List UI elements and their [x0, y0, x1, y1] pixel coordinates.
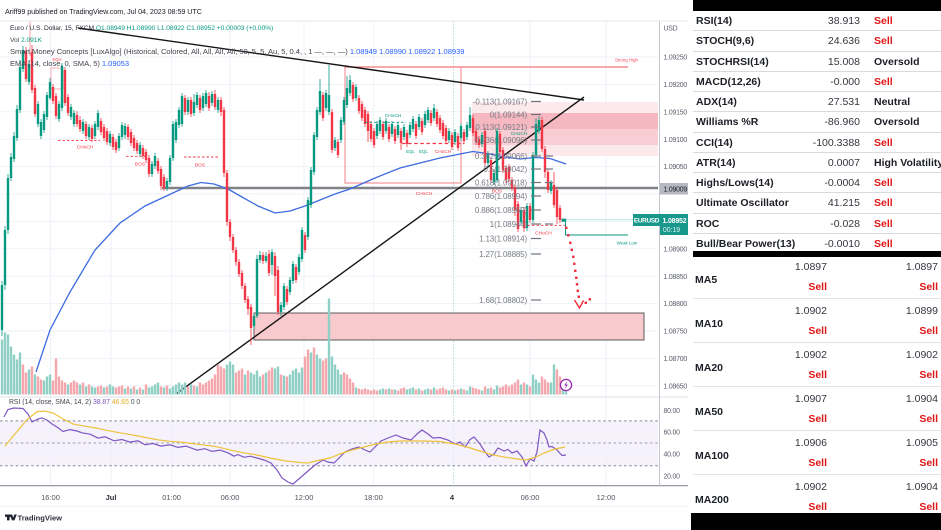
svg-text:0.5(1.09042): 0.5(1.09042) [483, 165, 527, 174]
svg-text:CHoCH: CHoCH [385, 113, 402, 119]
svg-text:01:00: 01:00 [162, 493, 181, 502]
svg-text:BOS: BOS [195, 163, 205, 169]
svg-text:1.13(1.08914): 1.13(1.08914) [479, 235, 527, 244]
svg-text:1.08900: 1.08900 [664, 246, 688, 253]
svg-text:Weak Low: Weak Low [617, 241, 638, 246]
svg-text:16:00: 16:00 [41, 493, 60, 502]
svg-text:CHoCH: CHoCH [416, 191, 433, 197]
svg-text:1(1.08944): 1(1.08944) [490, 220, 528, 229]
svg-text:BOS: BOS [492, 189, 502, 195]
svg-text:1.09150: 1.09150 [664, 109, 688, 116]
svg-text:TradingView: TradingView [18, 514, 63, 523]
svg-text:1.68(1.08802): 1.68(1.08802) [479, 296, 527, 305]
svg-text:12:00: 12:00 [597, 493, 616, 502]
svg-text:CHoCH: CHoCH [77, 145, 94, 151]
svg-text:1.08800: 1.08800 [664, 301, 688, 308]
svg-text:0(1.09144): 0(1.09144) [490, 111, 528, 120]
svg-text:1.08650: 1.08650 [664, 383, 688, 390]
svg-text:0.382(1.09066): 0.382(1.09066) [475, 152, 528, 161]
svg-text:1.09100: 1.09100 [664, 137, 688, 144]
svg-text:-0.113(1.09167): -0.113(1.09167) [473, 98, 528, 107]
svg-text:EQL: EQL [419, 149, 428, 154]
svg-text:USD: USD [664, 26, 678, 33]
svg-text:80.00: 80.00 [664, 408, 681, 415]
svg-text:CHoCH: CHoCH [535, 231, 552, 237]
svg-text:4: 4 [450, 493, 455, 502]
svg-text:0.113(1.09121): 0.113(1.09121) [475, 123, 527, 132]
svg-text:20.00: 20.00 [664, 474, 681, 481]
svg-text:1.08700: 1.08700 [664, 356, 688, 363]
svg-text:1.08952: 1.08952 [663, 218, 687, 225]
svg-text:BOS: BOS [135, 162, 145, 168]
svg-text:0.236(1.09096): 0.236(1.09096) [475, 136, 528, 145]
svg-text:18:00: 18:00 [364, 493, 383, 502]
svg-text:EQH: EQH [52, 57, 61, 62]
svg-text:0.618(1.09018): 0.618(1.09018) [475, 179, 528, 188]
svg-text:EURUSD: EURUSD [634, 218, 660, 225]
svg-text:1.08750: 1.08750 [664, 329, 688, 336]
svg-text:40.00: 40.00 [664, 451, 681, 458]
svg-text:1.09009: 1.09009 [664, 187, 688, 194]
svg-text:06:00: 06:00 [521, 493, 540, 502]
svg-text:0.886(1.08969): 0.886(1.08969) [475, 206, 528, 215]
svg-text:EQL: EQL [406, 149, 415, 154]
svg-text:00:19: 00:19 [663, 227, 680, 234]
svg-text:12:00: 12:00 [295, 493, 314, 502]
svg-text:1.27(1.08885): 1.27(1.08885) [479, 250, 527, 259]
svg-text:06:00: 06:00 [221, 493, 240, 502]
svg-text:1.08850: 1.08850 [664, 274, 688, 281]
svg-text:1.09200: 1.09200 [664, 82, 688, 89]
svg-text:1.09250: 1.09250 [664, 55, 688, 62]
svg-text:CHoCH: CHoCH [435, 149, 452, 155]
svg-text:1.09050: 1.09050 [664, 164, 688, 171]
svg-text:60.00: 60.00 [664, 430, 681, 437]
svg-text:Strong High: Strong High [615, 58, 639, 63]
svg-text:0.786(1.08994): 0.786(1.08994) [475, 192, 528, 201]
svg-text:CHoCH: CHoCH [511, 131, 528, 137]
svg-text:Jul: Jul [106, 493, 117, 502]
